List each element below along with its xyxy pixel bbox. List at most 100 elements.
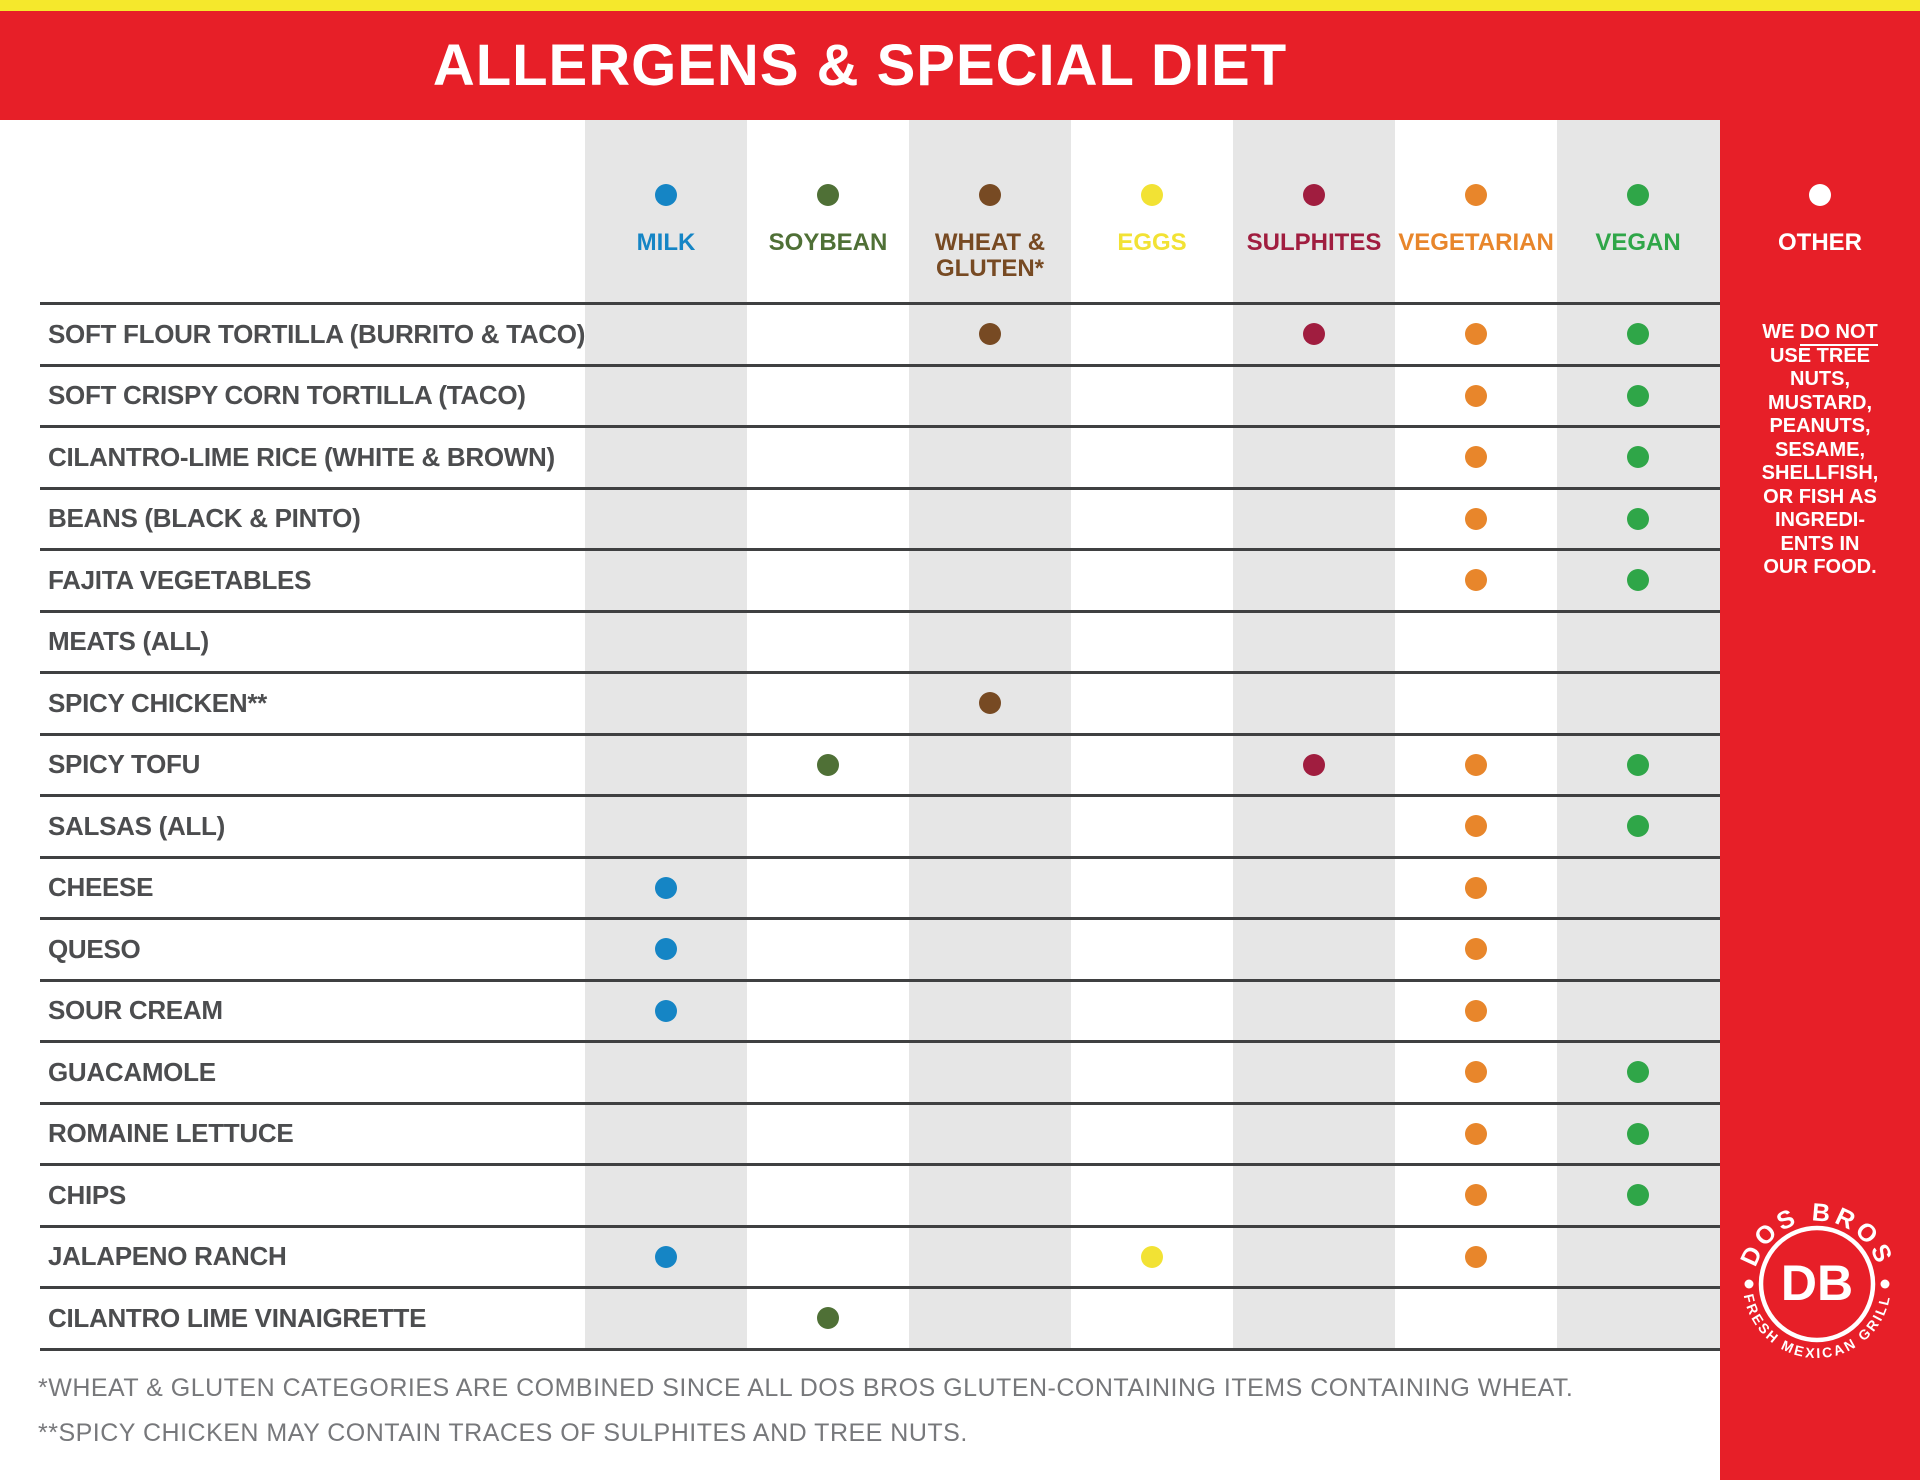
logo-right-dot (1880, 1279, 1890, 1289)
allergen-dot-vegetarian (1465, 569, 1487, 592)
allergen-dot-vegetarian (1465, 1122, 1487, 1145)
allergen-dot-sulphites (1303, 323, 1325, 346)
row-line (40, 1163, 1720, 1166)
column-header-dot (1303, 184, 1325, 206)
allergen-dot-wheat (979, 323, 1001, 346)
row-line (40, 486, 1720, 490)
column-header-dot (817, 184, 839, 206)
other-dot-icon (1809, 184, 1831, 206)
row-line (40, 609, 1720, 613)
column-header-dot (655, 184, 677, 206)
table-row: CILANTRO-LIME RICE (WHITE & BROWN) (0, 427, 1720, 489)
other-sidebar (1720, 11, 1920, 1480)
column-header-label: SULPHITES (1246, 229, 1382, 256)
allergen-dot-milk (655, 1245, 677, 1268)
top-yellow-strip (0, 0, 1920, 11)
allergen-dot-vegan (1627, 569, 1649, 592)
allergen-dot-sulphites (1303, 753, 1325, 776)
row-label: CILANTRO-LIME RICE (WHITE & BROWN) (48, 441, 555, 472)
note-we: WE (1762, 321, 1800, 343)
allergen-dot-vegetarian (1465, 938, 1487, 961)
row-line (40, 978, 1720, 982)
column-header-label: SOYBEAN (768, 229, 888, 256)
logo-monogram: DB (1781, 1255, 1853, 1311)
table-row: JALAPENO RANCH (0, 1226, 1720, 1288)
note-line: SESAME, (1774, 438, 1866, 461)
row-line (40, 425, 1720, 428)
allergen-dot-milk (655, 999, 677, 1022)
table-row: SPICY TOFU (0, 734, 1720, 796)
column-header-label: VEGETARIAN (1398, 229, 1554, 256)
column-header-dot (1141, 184, 1163, 206)
note-line: SHELLFISH, (1761, 462, 1879, 484)
allergen-dot-vegetarian (1465, 446, 1487, 469)
note-line: OR FISH AS (1763, 485, 1877, 508)
row-label: MEATS (ALL) (48, 626, 209, 656)
table-row: SOFT FLOUR TORTILLA (BURRITO & TACO) (0, 304, 1720, 366)
allergen-dot-vegan (1627, 1122, 1649, 1145)
allergen-dot-vegan (1627, 753, 1649, 776)
allergen-dot-vegan (1627, 323, 1649, 346)
note-line: ENTS IN (1780, 532, 1860, 555)
allergen-dot-vegetarian (1465, 323, 1487, 346)
allergen-dot-vegetarian (1465, 507, 1487, 530)
allergen-dot-vegan (1627, 1061, 1649, 1084)
allergen-dot-vegetarian (1465, 1245, 1487, 1268)
column-header-label: EGGS (1117, 229, 1187, 256)
table-row: BEANS (BLACK & PINTO) (0, 488, 1720, 550)
allergen-dot-vegan (1627, 507, 1649, 530)
row-label: SPICY TOFU (48, 749, 201, 779)
allergen-dot-soybean (817, 1307, 839, 1330)
table-row: CHEESE (0, 857, 1720, 919)
allergen-dot-vegan (1627, 384, 1649, 407)
allergen-dot-vegan (1627, 446, 1649, 469)
note-line: WE DO NOT (1730, 321, 1910, 346)
row-label: CHEESE (48, 872, 154, 902)
note-line: NUTS, (1790, 368, 1850, 390)
table-row: SPICY CHICKEN** (0, 673, 1720, 735)
note-lines: USE TREE NUTS, MUSTARD, PEANUTS, SESAME, SHEL… (1730, 345, 1910, 580)
dos-bros-logo: DOS BROS FRESH MEXICAN GRILL DB (1735, 1199, 1895, 1361)
row-label: CHIPS (48, 1179, 126, 1210)
allergen-dot-vegetarian (1465, 999, 1487, 1022)
column-header-label: MILK (636, 229, 696, 256)
row-label: SALSAS (ALL) (48, 810, 225, 841)
allergen-dot-wheat (979, 692, 1001, 715)
row-line (40, 732, 1720, 736)
note-line: INGREDI- (1775, 509, 1865, 531)
footnote-spicy-chicken: **SPICY CHICKEN MAY CONTAIN TRACES OF SU… (38, 1419, 968, 1447)
column-header-dot (1627, 184, 1649, 206)
title-banner: ALLERGENS & SPECIAL DIET (0, 11, 1920, 120)
row-line (40, 1224, 1720, 1228)
row-label: JALAPENO RANCH (48, 1241, 287, 1271)
row-label: SOFT CRISPY CORN TORTILLA (TACO) (48, 380, 526, 410)
allergen-dot-vegetarian (1465, 1184, 1487, 1207)
row-line (40, 1347, 1720, 1351)
row-label: SOFT FLOUR TORTILLA (BURRITO & TACO) (48, 318, 586, 349)
table-row: CHIPS (0, 1165, 1720, 1227)
allergen-dot-vegetarian (1465, 1061, 1487, 1084)
row-label: SPICY CHICKEN** (48, 687, 267, 718)
allergen-dot-milk (655, 876, 677, 899)
row-label: FAJITA VEGETABLES (48, 564, 312, 595)
note-line: MUSTARD, (1767, 391, 1873, 414)
table-row: QUESO (0, 919, 1720, 981)
row-label: BEANS (BLACK & PINTO) (48, 503, 361, 533)
table-row: SOFT CRISPY CORN TORTILLA (TACO) (0, 365, 1720, 427)
column-header-dot (979, 184, 1001, 206)
table-row: ROMAINE LETTUCE (0, 1103, 1720, 1165)
row-line (40, 917, 1720, 920)
table-row: CILANTRO LIME VINAIGRETTE (0, 1288, 1720, 1350)
row-line (40, 855, 1720, 859)
note-line: PEANUTS, (1769, 415, 1871, 437)
row-label: QUESO (48, 933, 141, 964)
allergen-dot-eggs (1141, 1245, 1163, 1268)
row-line (40, 548, 1720, 551)
allergen-dot-milk (655, 938, 677, 961)
table-row: MEATS (ALL) (0, 611, 1720, 673)
allergen-dot-vegan (1627, 815, 1649, 838)
row-label: GUACAMOLE (48, 1056, 216, 1087)
column-header-label: VEGAN (1595, 229, 1681, 256)
row-line (40, 1101, 1720, 1105)
page-title: ALLERGENS & SPECIAL DIET (432, 33, 1288, 98)
